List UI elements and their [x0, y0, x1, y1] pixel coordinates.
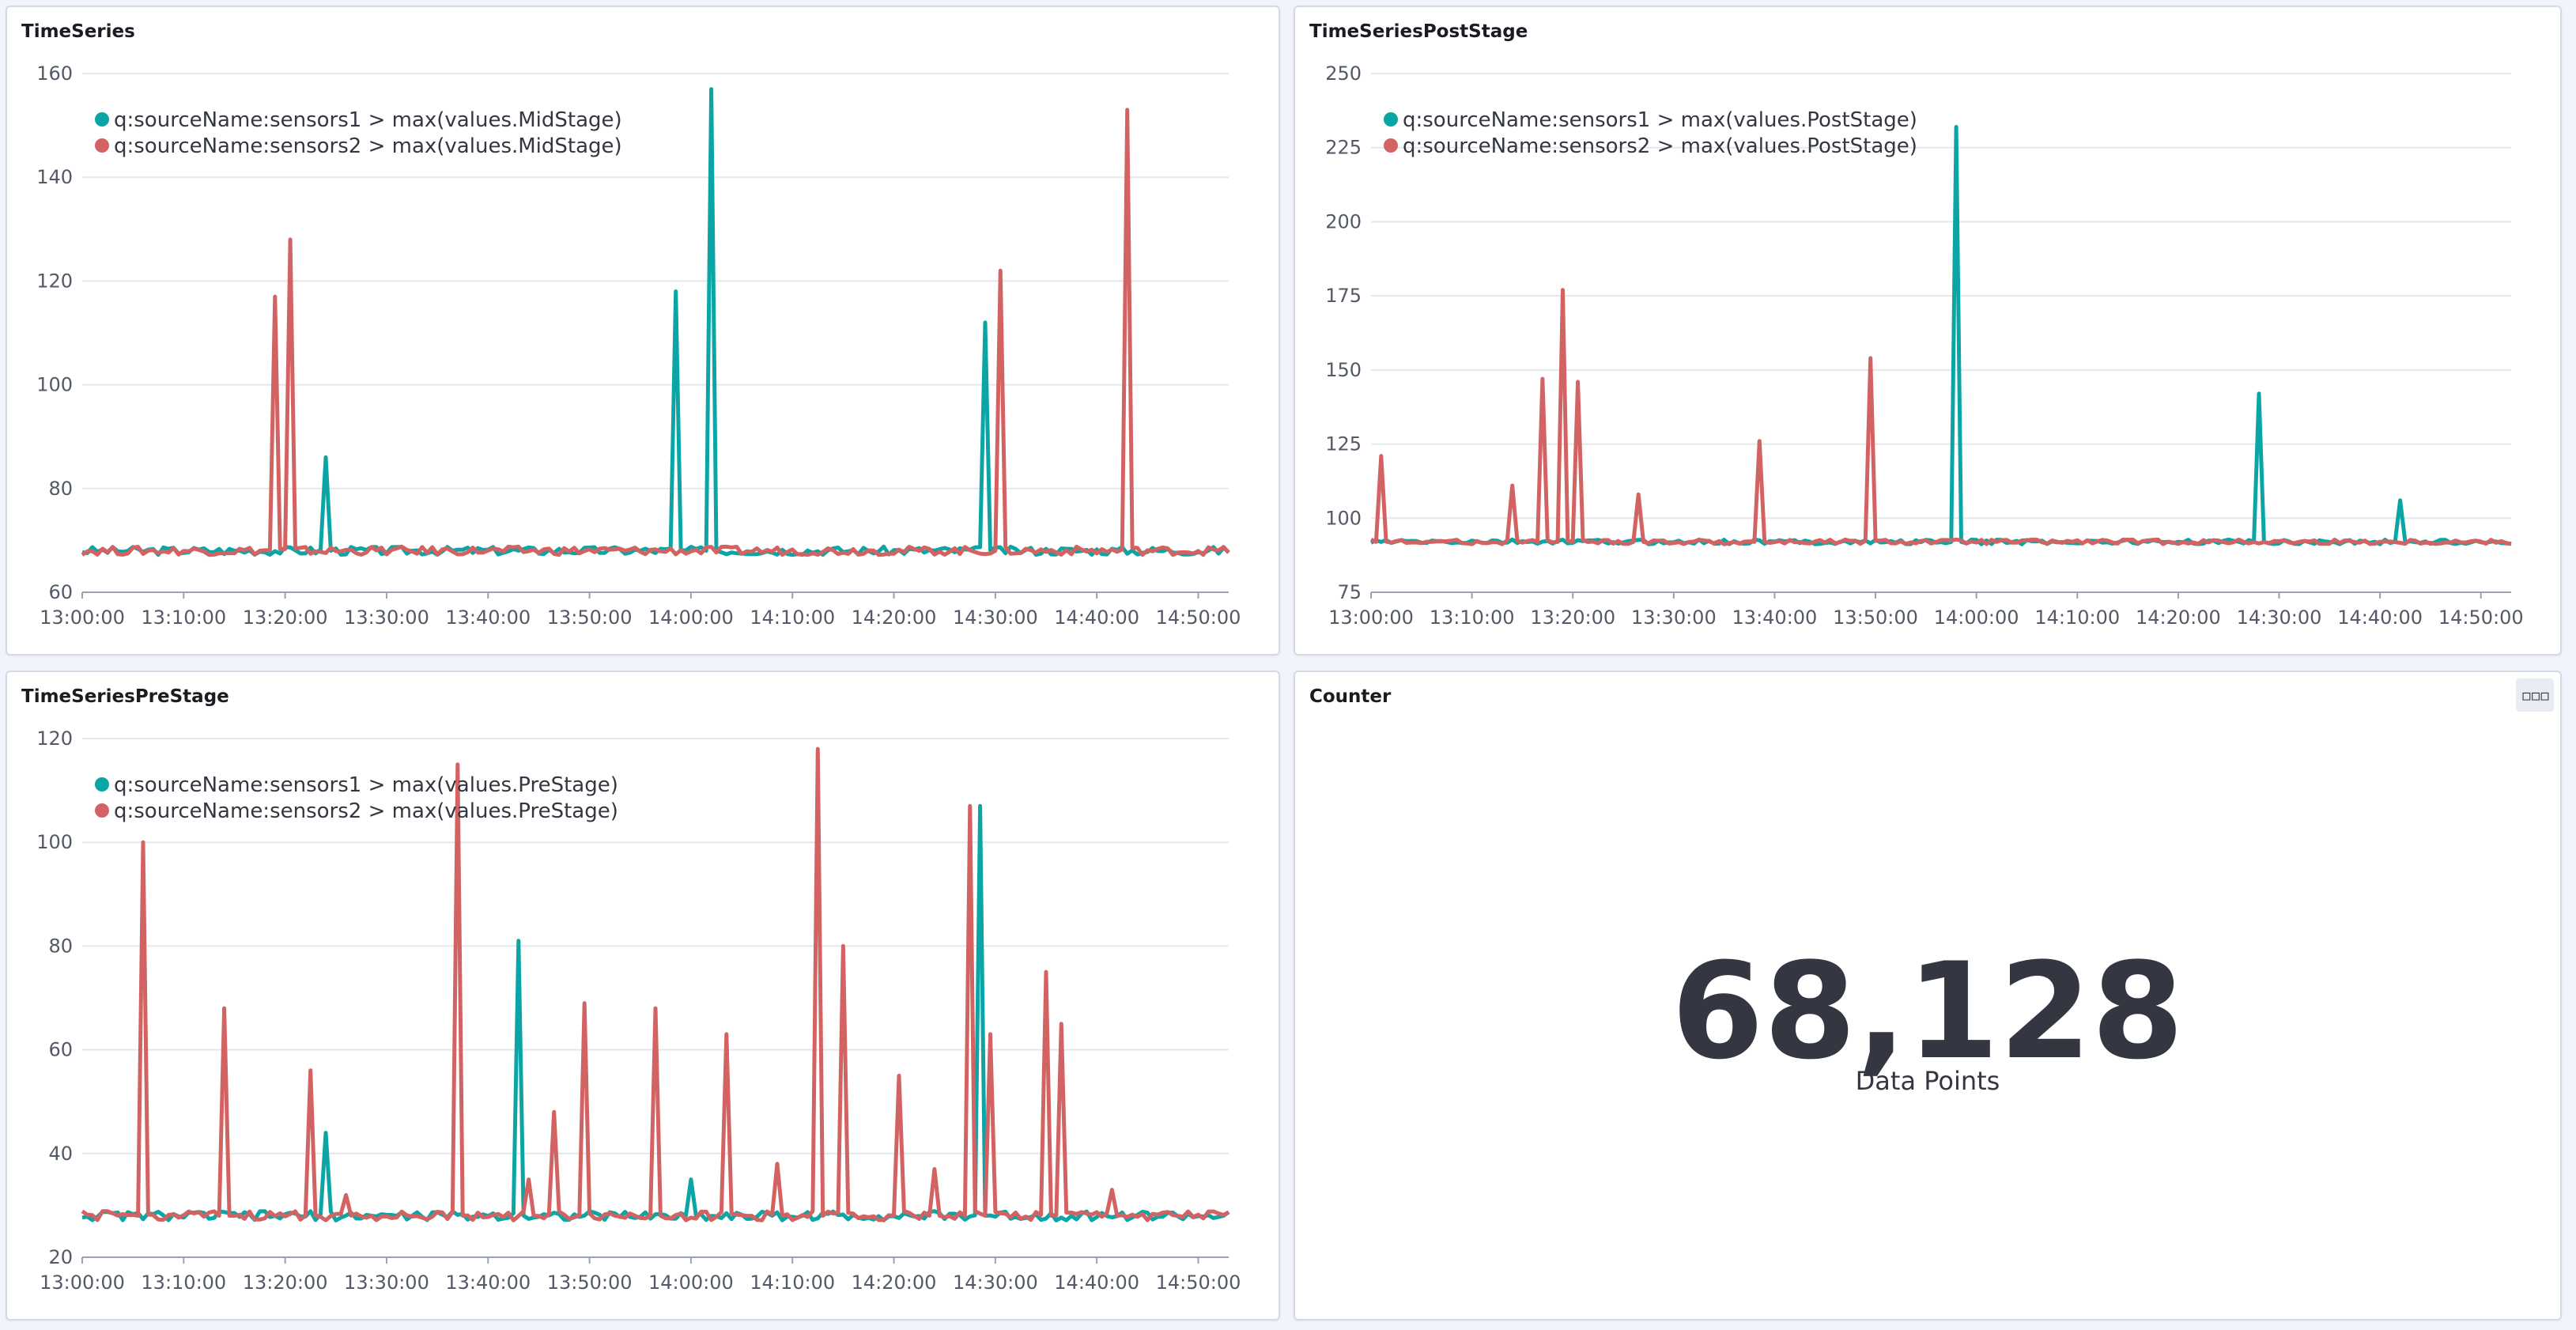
x-tick-label: 14:30:00 — [2237, 606, 2322, 629]
x-tick-label: 13:10:00 — [141, 606, 226, 629]
x-tick-label: 14:10:00 — [2034, 606, 2120, 629]
x-tick-label: 14:50:00 — [2438, 606, 2524, 629]
legend-label: q:sourceName:sensors1 > max(values.MidSt… — [114, 108, 622, 132]
legend-marker — [1384, 138, 1398, 153]
metric-value: 68,128 — [1671, 934, 2185, 1089]
x-tick-label: 14:40:00 — [1054, 606, 1139, 629]
counter-panel: Counter ▫▫▫ 68,128 Data Points — [1294, 671, 2562, 1321]
x-tick-label: 13:40:00 — [1732, 606, 1818, 629]
x-tick-label: 13:40:00 — [445, 606, 531, 629]
y-tick-label: 120 — [36, 727, 73, 750]
y-tick-label: 60 — [48, 1039, 73, 1061]
y-tick-label: 175 — [1325, 285, 1362, 307]
x-tick-label: 13:10:00 — [141, 1271, 226, 1294]
x-tick-label: 13:30:00 — [344, 606, 429, 629]
x-tick-label: 14:20:00 — [852, 606, 937, 629]
y-tick-label: 200 — [1325, 210, 1362, 232]
y-tick-label: 250 — [1325, 62, 1362, 85]
x-tick-label: 14:00:00 — [1934, 606, 2019, 629]
legend-marker — [95, 803, 109, 818]
y-tick-label: 150 — [1325, 359, 1362, 381]
x-tick-label: 14:50:00 — [1156, 1271, 1241, 1294]
x-tick-label: 13:20:00 — [243, 606, 328, 629]
x-tick-label: 14:40:00 — [1054, 1271, 1139, 1294]
x-tick-label: 13:30:00 — [1631, 606, 1717, 629]
panel-title: TimeSeries — [21, 21, 135, 42]
y-tick-label: 140 — [36, 166, 73, 188]
series-line-2 — [81, 746, 1230, 1222]
x-tick-label: 14:00:00 — [648, 606, 734, 629]
panel-title: TimeSeriesPreStage — [21, 686, 229, 707]
timeseries-prestage-chart: 20 40 60 80 100 120 13:00:00 13:10:00 13:20:00 13… — [36, 727, 1241, 1294]
y-tick-label: 100 — [36, 831, 73, 853]
y-tick-label: 20 — [48, 1246, 73, 1268]
legend-marker — [95, 138, 109, 153]
legend-label: q:sourceName:sensors1 > max(values.PostS… — [1403, 108, 1917, 132]
timeseries-poststage-chart: 75 100 125 150 175 200 225 250 13:00:00 13:10:00 1… — [1325, 62, 2524, 629]
legend-marker — [95, 112, 109, 127]
y-tick-label: 100 — [36, 374, 73, 396]
x-tick-label: 14:20:00 — [2136, 606, 2221, 629]
x-tick-label: 13:30:00 — [344, 1271, 429, 1294]
y-tick-label: 75 — [1337, 581, 1362, 603]
x-tick-label: 13:20:00 — [243, 1271, 328, 1294]
y-tick-label: 120 — [36, 270, 73, 292]
timeseries-chart: 60 80 100 120 140 160 13:00:00 13:10:00 13:20:00… — [36, 62, 1241, 629]
x-tick-label: 13:50:00 — [547, 606, 633, 629]
x-tick-label: 14:20:00 — [852, 1271, 937, 1294]
y-tick-label: 100 — [1325, 507, 1362, 529]
timeseries-panel: TimeSeries 60 80 100 120 140 160 13:00:00 13:10… — [6, 6, 1280, 656]
x-tick-label: 13:00:00 — [1328, 606, 1414, 629]
legend-label: q:sourceName:sensors2 > max(values.PostS… — [1403, 134, 1917, 158]
x-tick-label: 13:50:00 — [547, 1271, 633, 1294]
legend-label: q:sourceName:sensors1 > max(values.PreSt… — [114, 773, 618, 797]
panel-title: TimeSeriesPostStage — [1309, 21, 1528, 42]
x-tick-label: 13:00:00 — [40, 1271, 125, 1294]
panel-title: Counter — [1309, 686, 1392, 707]
y-tick-label: 80 — [48, 935, 73, 957]
metric-label: Data Points — [1855, 1066, 2000, 1096]
series-line-2 — [1369, 288, 2512, 546]
legend-label: q:sourceName:sensors2 > max(values.MidSt… — [114, 134, 622, 158]
more-dots-icon: ▫▫▫ — [2521, 686, 2551, 705]
legend-marker — [1384, 112, 1398, 127]
series-line-2 — [81, 108, 1230, 557]
timeseries-prestage-panel: TimeSeriesPreStage 20 40 60 80 100 120 13:00:0… — [6, 671, 1280, 1321]
y-tick-label: 60 — [48, 581, 73, 603]
timeseries-poststage-panel: TimeSeriesPostStage 75 100 125 150 175 200 225… — [1294, 6, 2562, 656]
x-tick-label: 13:00:00 — [40, 606, 125, 629]
legend-marker — [95, 777, 109, 792]
x-tick-label: 14:00:00 — [648, 1271, 734, 1294]
x-tick-label: 14:30:00 — [953, 606, 1038, 629]
x-tick-label: 14:30:00 — [953, 1271, 1038, 1294]
x-tick-label: 14:40:00 — [2337, 606, 2423, 629]
y-tick-label: 225 — [1325, 137, 1362, 159]
x-tick-label: 14:10:00 — [750, 606, 835, 629]
y-tick-label: 40 — [48, 1143, 73, 1165]
panel-options-button[interactable]: ▫▫▫ — [2516, 678, 2554, 712]
x-tick-label: 13:50:00 — [1833, 606, 1918, 629]
x-tick-label: 14:50:00 — [1156, 606, 1241, 629]
legend-label: q:sourceName:sensors2 > max(values.PreSt… — [114, 799, 618, 823]
y-tick-label: 80 — [48, 478, 73, 500]
x-tick-label: 13:10:00 — [1430, 606, 1515, 629]
y-tick-label: 160 — [36, 62, 73, 85]
x-tick-label: 13:20:00 — [1530, 606, 1615, 629]
series-line-1 — [1369, 125, 2512, 546]
x-tick-label: 13:40:00 — [445, 1271, 531, 1294]
x-tick-label: 14:10:00 — [750, 1271, 835, 1294]
y-tick-label: 125 — [1325, 433, 1362, 455]
series-line-1 — [81, 87, 1230, 557]
